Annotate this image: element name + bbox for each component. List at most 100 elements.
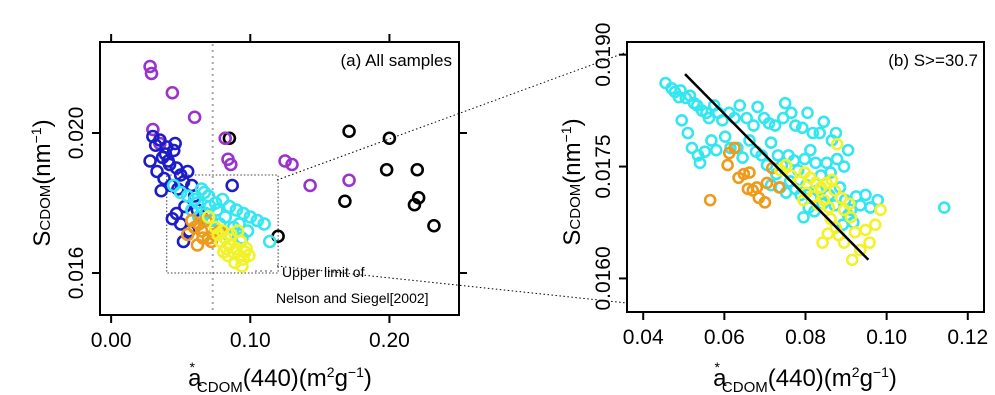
scatter-point-cyan — [751, 100, 764, 114]
scatter-point-yellow — [845, 253, 859, 267]
x-tick-label: 0.00 — [91, 329, 132, 352]
panel-b-y-axis: 0.0160 0.0175 0.0190 — [592, 23, 627, 311]
scatter-point-yellow — [844, 210, 858, 224]
panel-b: 0.04 0.06 0.08 0.10 0.12 0.01600.01750.0190 … — [558, 23, 988, 395]
annotation-line-1: Upper limit of — [282, 264, 365, 280]
scatter-point-cyan — [740, 111, 753, 125]
scatter-point-purple — [278, 154, 292, 168]
panel-b-title: (b) S>=30.7 — [888, 51, 978, 70]
scatter-point-black — [407, 197, 422, 212]
scatter-point-cyan — [762, 116, 776, 130]
scatter-point-black — [382, 131, 397, 146]
scatter-point-blue — [168, 136, 182, 151]
panel-b-x-axis-title: a*CDOM(440)(m2g−1) — [713, 359, 897, 395]
scatter-point-cyan — [841, 143, 855, 157]
panel-a-scatter-points — [143, 59, 441, 273]
scatter-point-purple — [285, 157, 299, 172]
scatter-point-cyan — [859, 188, 872, 202]
scatter-point-cyan — [768, 119, 782, 132]
scatter-point-purple — [144, 66, 159, 81]
scatter-point-black — [338, 194, 352, 209]
scatter-point-cyan — [675, 114, 689, 127]
scatter-point-orange — [737, 167, 751, 181]
scatter-point-cyan — [173, 185, 188, 200]
scatter-point-purple — [143, 59, 157, 74]
scatter-point-cyan — [229, 203, 244, 217]
scatter-point-blue — [154, 183, 169, 198]
scatter-point-cyan — [824, 166, 837, 179]
scatter-point-cyan — [674, 84, 687, 97]
scatter-point-yellow — [779, 158, 793, 172]
scatter-point-cyan — [716, 114, 729, 127]
scatter-point-cyan — [243, 210, 258, 224]
panel-b-x-axis: 0.04 0.06 0.08 0.10 0.12 — [623, 312, 988, 349]
y-tick-label: 0.0160 — [592, 246, 615, 310]
scatter-point-cyan — [789, 119, 802, 132]
scatter-point-cyan — [210, 203, 224, 217]
scatter-point-yellow — [868, 218, 882, 232]
scatter-point-blue — [161, 154, 175, 168]
scatter-point-yellow — [201, 210, 216, 224]
scatter-point-yellow — [829, 221, 843, 235]
scatter-point-purple — [218, 131, 233, 146]
scatter-point-cyan — [215, 192, 230, 207]
x-tick-label: 0.10 — [230, 329, 271, 352]
scatter-point-cyan — [197, 185, 212, 200]
x-tick-label: 0.06 — [704, 326, 745, 349]
scatter-point-cyan — [681, 126, 695, 140]
scatter-point-cyan — [257, 217, 271, 231]
scatter-point-black — [410, 162, 425, 177]
scatter-point-cyan — [190, 196, 205, 210]
scatter-point-cyan — [736, 151, 749, 164]
y-tick-label: 0.0175 — [592, 134, 615, 198]
scatter-point-yellow — [834, 191, 848, 205]
scatter-point-cyan — [829, 126, 843, 140]
scatter-point-cyan — [778, 96, 792, 110]
scatter-point-yellow — [843, 197, 856, 211]
scatter-point-black — [342, 124, 356, 139]
panel-a-x-axis-title: a*CDOM(440)(m2g−1) — [188, 359, 372, 395]
scatter-point-orange — [758, 196, 772, 209]
scatter-point-orange — [728, 141, 741, 155]
scatter-point-yellow — [223, 227, 238, 242]
scatter-point-cyan — [718, 130, 732, 144]
scatter-point-orange — [721, 158, 734, 172]
scatter-point-yellow — [816, 236, 829, 249]
scatter-point-cyan — [837, 160, 851, 173]
annotation-line-2: Nelson and Siegel[2002] — [276, 290, 429, 306]
scatter-point-cyan — [709, 143, 723, 157]
scatter-point-cyan — [733, 99, 747, 112]
scatter-point-black — [222, 131, 237, 146]
scatter-point-purple — [187, 110, 202, 125]
scatter-point-cyan — [853, 199, 867, 212]
scatter-point-yellow — [228, 255, 242, 270]
panel-a: 0.00 0.10 0.20 0.0160.020 (a) All samples … — [28, 34, 467, 395]
scatter-point-cyan — [250, 213, 265, 228]
panel-b-scatter-points — [659, 76, 951, 267]
scatter-point-purple — [165, 85, 180, 100]
scatter-point-yellow — [217, 245, 231, 259]
scatter-point-yellow — [859, 223, 872, 237]
scatter-point-cyan — [830, 152, 844, 166]
scatter-point-blue — [173, 168, 188, 182]
scatter-point-cyan — [218, 210, 233, 224]
scatter-point-yellow — [848, 225, 862, 239]
scatter-point-cyan — [232, 217, 246, 231]
x-tick-label: 0.20 — [369, 329, 410, 352]
scatter-point-orange — [760, 176, 774, 190]
scatter-point-blue — [225, 178, 239, 193]
y-tick-label: 0.016 — [65, 247, 88, 300]
scatter-point-cyan — [809, 156, 822, 170]
scatter-point-blue — [143, 154, 157, 168]
scatter-point-blue — [158, 147, 173, 161]
scatter-point-cyan — [705, 134, 718, 147]
scatter-point-purple — [223, 157, 238, 172]
scatter-point-cyan — [937, 201, 951, 214]
scatter-point-orange — [180, 227, 195, 242]
scatter-point-cyan — [743, 134, 756, 147]
scatter-point-cyan — [797, 210, 810, 224]
scatter-point-yellow — [208, 220, 223, 235]
scatter-point-yellow — [211, 227, 226, 242]
scatter-point-cyan — [798, 152, 811, 166]
scatter-point-cyan — [813, 126, 826, 140]
